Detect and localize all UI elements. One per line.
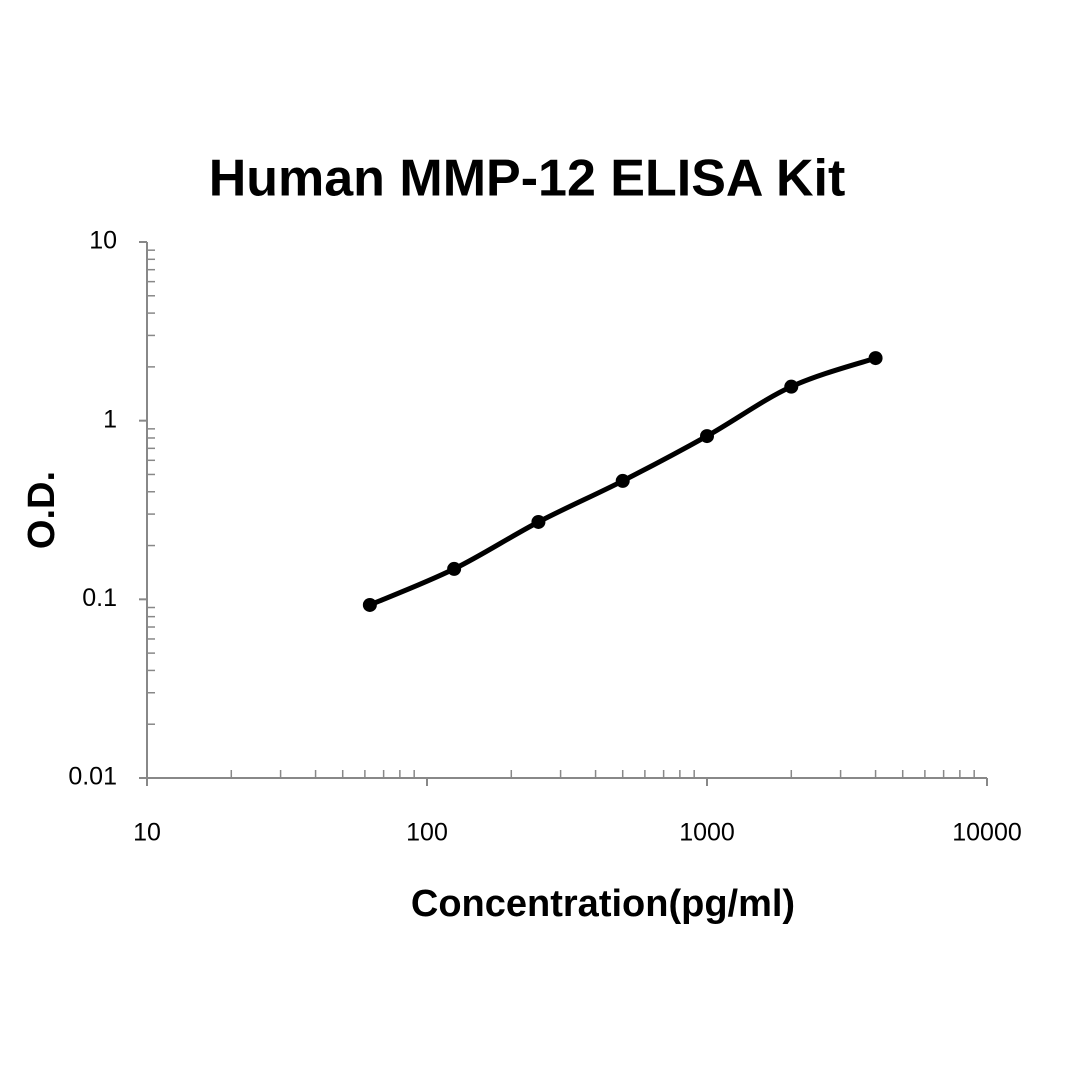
y-tick-label: 0.1 <box>82 584 117 612</box>
y-tick-label: 0.01 <box>68 763 117 791</box>
data-point <box>531 514 546 529</box>
data-point <box>615 473 630 488</box>
x-tick-label: 10000 <box>952 819 1022 847</box>
x-tick-label: 100 <box>406 819 448 847</box>
data-point <box>868 351 883 366</box>
data-point <box>784 379 799 394</box>
y-tick-label: 10 <box>89 227 117 255</box>
y-tick-label: 1 <box>103 405 117 433</box>
x-tick-label: 1000 <box>679 819 735 847</box>
data-point <box>700 429 714 444</box>
x-axis-label: Concentration(pg/ml) <box>411 883 795 925</box>
x-tick-label: 10 <box>133 819 161 847</box>
data-point <box>362 597 377 612</box>
data-point <box>447 561 462 576</box>
y-axis-label: O.D. <box>21 471 63 549</box>
chart-title: Human MMP-12 ELISA Kit <box>209 150 846 208</box>
